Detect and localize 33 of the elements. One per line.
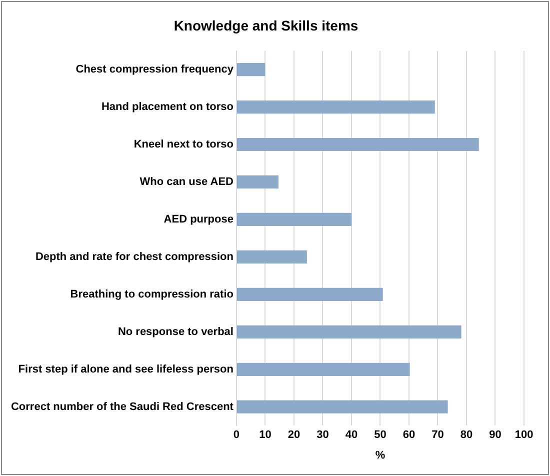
y-tick-label: Depth and rate for chest compression (35, 250, 234, 263)
x-tick-label: 0 (233, 429, 240, 442)
chart-title: Knowledge and Skills items (174, 17, 358, 34)
x-tick-label: 50 (374, 429, 386, 442)
x-tick-label: 40 (345, 429, 358, 442)
x-tick-label: 30 (316, 429, 329, 442)
y-tick-label: No response to verbal (118, 326, 234, 338)
bar (236, 250, 307, 264)
y-tick-label: Who can use AED (140, 176, 234, 188)
x-tick-label: 20 (288, 429, 300, 442)
bar (236, 62, 266, 76)
bar (236, 138, 479, 152)
x-tick-label: 80 (460, 429, 473, 442)
bar (236, 362, 410, 376)
bar (236, 100, 435, 114)
bar (236, 400, 448, 414)
y-tick-label: Breathing to compression ratio (70, 288, 234, 300)
x-tick-label: 90 (489, 429, 502, 442)
y-tick-label: AED purpose (164, 213, 234, 226)
x-axis-title: % (375, 449, 386, 462)
x-tick-label: 60 (402, 429, 416, 442)
x-tick-label: 100 (514, 429, 534, 442)
bar (236, 325, 462, 338)
y-tick-label: First step if alone and see lifeless person (18, 363, 234, 376)
y-tick-label: Chest compression frequency (76, 64, 234, 76)
x-tick-label: 70 (432, 429, 444, 442)
bar (236, 288, 383, 301)
y-tick-label: Hand placement on torso (101, 101, 234, 114)
y-tick-label: Correct number of the Saudi Red Crescent (10, 400, 234, 413)
bar (236, 175, 278, 189)
bar (236, 212, 352, 226)
x-tick-label: 10 (259, 429, 272, 442)
y-tick-label: Kneel next to torso (134, 138, 234, 151)
